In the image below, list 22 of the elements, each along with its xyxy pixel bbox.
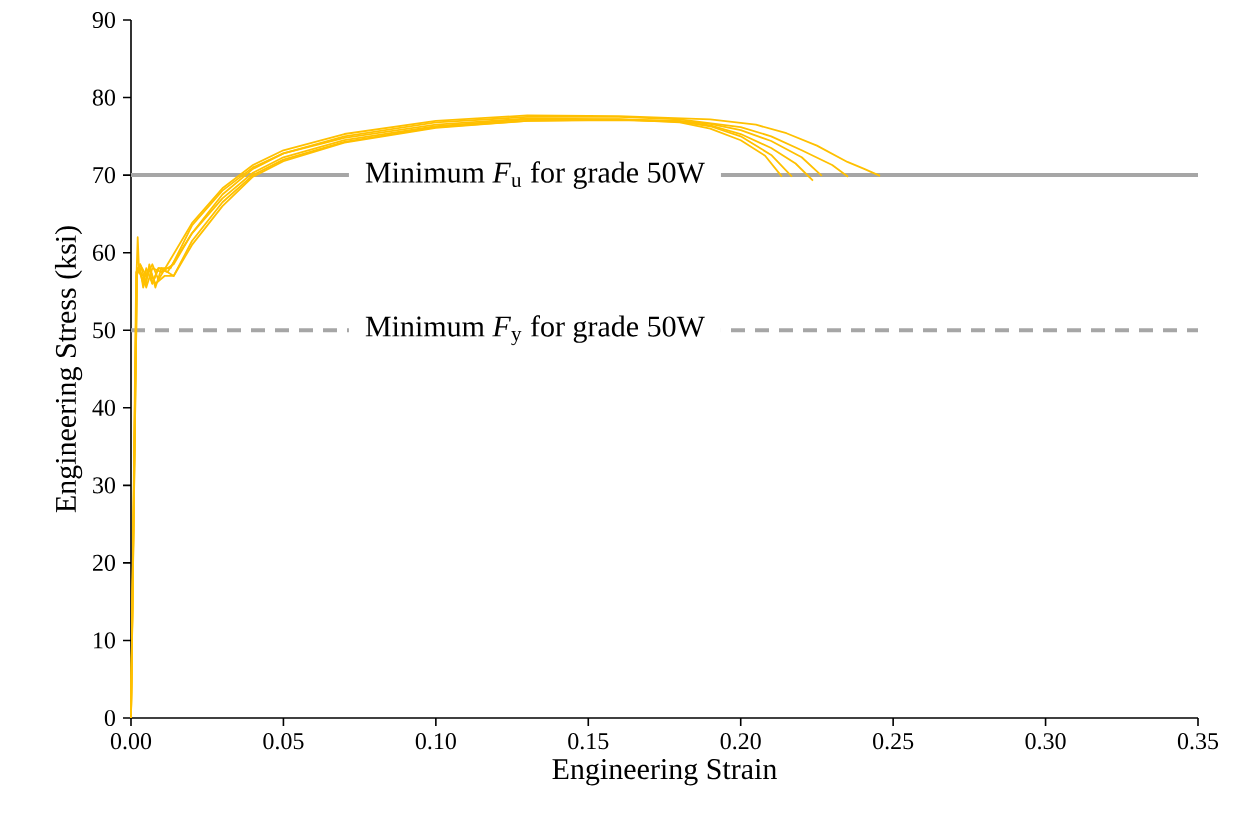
x-tick-label: 0.00 — [110, 733, 152, 750]
x-tick-label: 0.15 — [568, 733, 609, 750]
x-tick-label: 0.20 — [720, 733, 761, 750]
y-tick-label: 20 — [93, 554, 116, 571]
y-tick-label: 10 — [94, 632, 116, 649]
x-tick-label: 0.10 — [415, 733, 456, 750]
y-tick-label: 50 — [93, 322, 116, 339]
y-tick-label: 60 — [92, 244, 116, 261]
x-tick-label: 0.35 — [1177, 733, 1219, 750]
y-axis-title: Engineering Stress (ksi) — [54, 226, 83, 513]
ref-line-label: Minimum F$_{u}$ for grade 50W — [365, 161, 705, 189]
x-tick-label: 0.30 — [1025, 733, 1066, 750]
x-axis-title: Engineering Strain — [552, 759, 777, 786]
y-tick-label: 80 — [92, 89, 116, 106]
x-tick-label: 0.05 — [263, 733, 304, 750]
y-tick-label: 40 — [92, 399, 116, 416]
x-tick-label: 0.25 — [873, 733, 914, 750]
y-tick-label: 90 — [92, 11, 116, 29]
y-tick-label: 70 — [93, 167, 116, 184]
y-tick-label: 0 — [104, 709, 116, 727]
y-tick-label: 30 — [93, 477, 116, 494]
ref-line-label: Minimum F$_{y}$ for grade 50W — [365, 315, 705, 346]
